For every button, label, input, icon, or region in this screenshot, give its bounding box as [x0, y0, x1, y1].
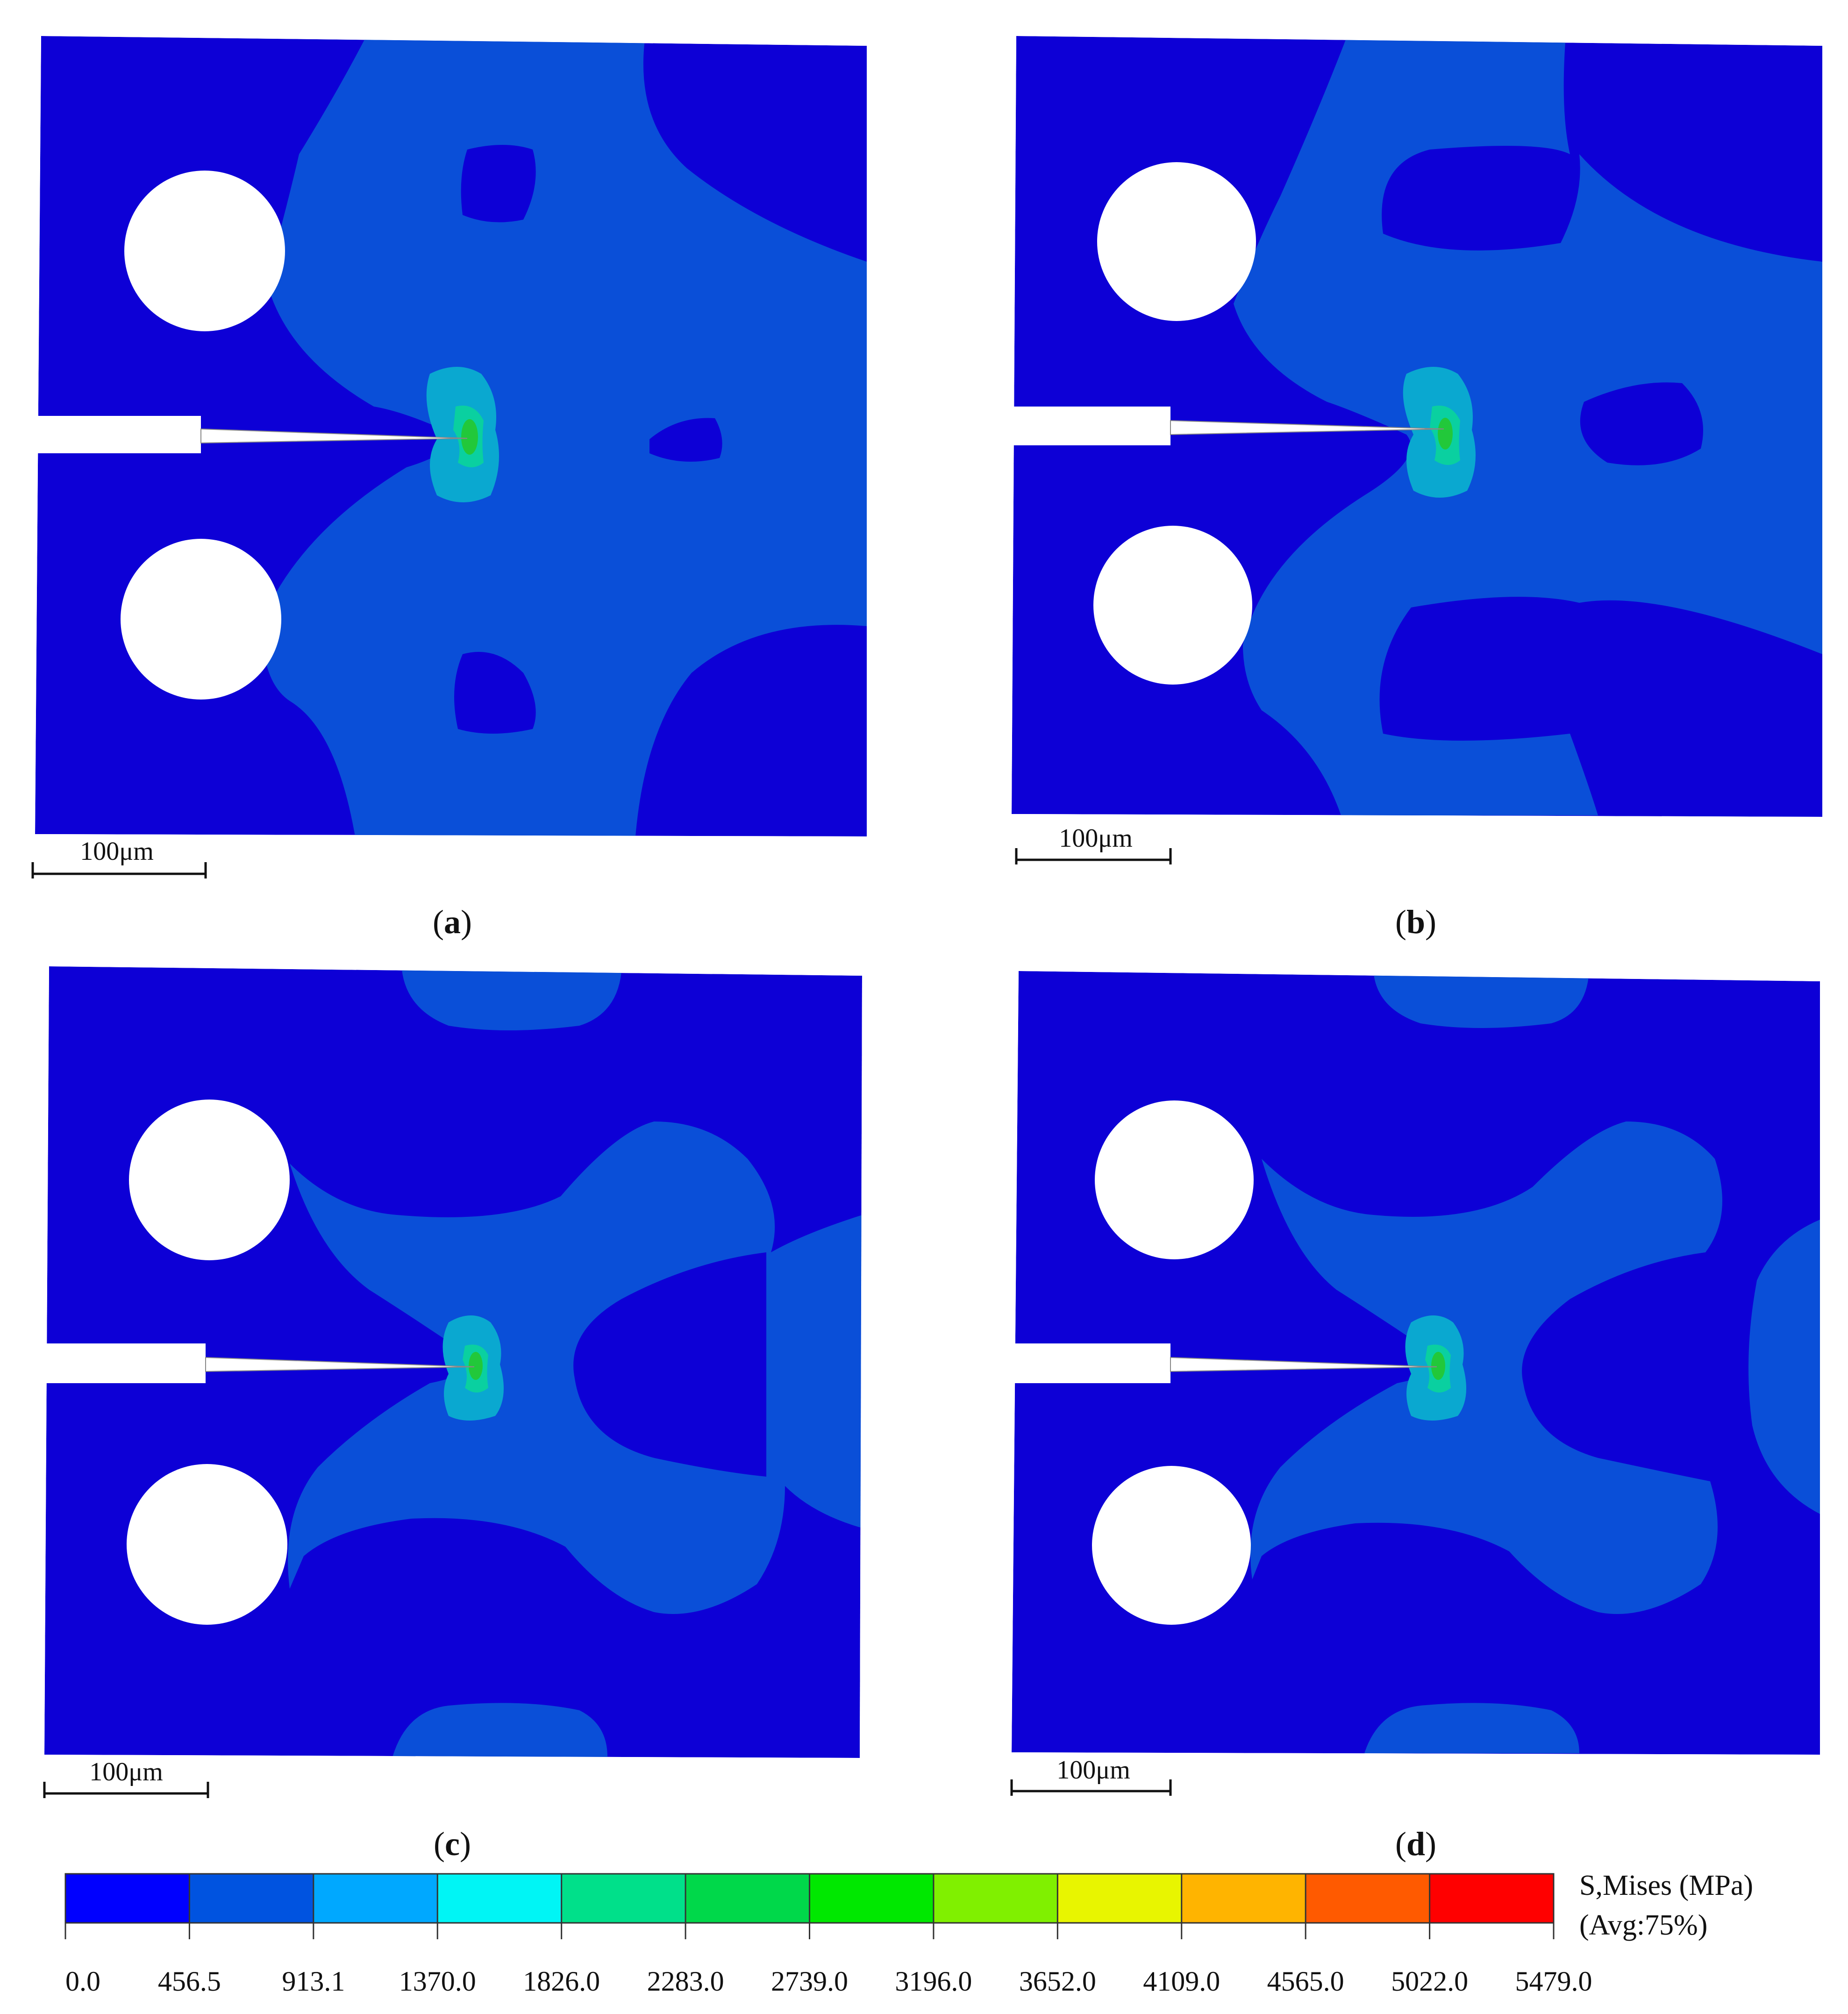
- legend-swatch: [561, 1874, 686, 1923]
- panel-b-hole-bottom: [1093, 526, 1252, 685]
- panel-c-scalebar-label: 100μm: [89, 1757, 163, 1786]
- panel-b-moderate-stress-region: [1234, 40, 1822, 815]
- legend-swatch: [189, 1874, 314, 1923]
- legend-tick-label: 1826.0: [523, 1966, 600, 1997]
- legend-tick-labels: 0.0 456.5 913.1 1370.0 1826.0 2283.0 2739.0 319…: [65, 1966, 1592, 1997]
- legend-tick-marks: [64, 1874, 1555, 1939]
- legend-swatch: [933, 1874, 1058, 1923]
- legend-tick-label: 0.0: [65, 1966, 100, 1997]
- panel-d-caption: (d): [1395, 1825, 1436, 1863]
- legend-tick-label: 456.5: [158, 1966, 221, 1997]
- legend-tick-label: 5022.0: [1391, 1966, 1468, 1997]
- panel-a-low-pocket-bottom: [454, 652, 536, 734]
- panel-d-hole-bottom: [1092, 1466, 1251, 1625]
- panel-d-top-band: [1374, 974, 1589, 1028]
- panel-d-right-band: [1748, 1220, 1820, 1514]
- panel-b-scalebar: 100μm: [1015, 824, 1172, 864]
- panel-a-hole-bottom: [121, 539, 281, 700]
- legend-swatch: [1057, 1874, 1182, 1923]
- panel-a-notch: [32, 416, 201, 453]
- legend-swatch: [1429, 1874, 1554, 1923]
- panel-b-crack-tip-peak: [1438, 418, 1453, 450]
- panel-b: 100μm (b): [1009, 36, 1822, 941]
- legend-tick-label: 4565.0: [1267, 1966, 1344, 1997]
- panel-a-crack-tip-peak: [461, 419, 478, 455]
- panel-a-low-pocket-right: [649, 418, 722, 462]
- panel-b-notch: [1009, 407, 1170, 445]
- legend-swatch: [809, 1874, 934, 1923]
- panel-c-caption: (c): [434, 1825, 471, 1863]
- panel-d: 100μm (d): [1009, 971, 1820, 1863]
- legend-tick-label: 5479.0: [1515, 1966, 1592, 1997]
- panel-b-caption: (b): [1395, 903, 1436, 941]
- panel-c-low-pocket: [573, 1252, 766, 1477]
- panel-a-scalebar-label: 100μm: [80, 837, 154, 866]
- legend-tick-label: 3196.0: [895, 1966, 972, 1997]
- legend-swatch: [313, 1874, 438, 1923]
- panel-c-scalebar: 100μm: [43, 1757, 209, 1798]
- panel-d-crack-tip-peak: [1431, 1352, 1445, 1380]
- panel-a-moderate-stress-region: [262, 40, 867, 836]
- panel-d-moderate-stress-region: [1250, 1121, 1722, 1614]
- legend-title-line2: (Avg:75%): [1579, 1909, 1707, 1941]
- legend-tick-label: 1370.0: [399, 1966, 476, 1997]
- panel-d-bottom-band: [1364, 1703, 1579, 1753]
- legend-swatches: [64, 1873, 1555, 1924]
- legend-tick-label: 2739.0: [771, 1966, 848, 1997]
- panel-c-crack: [205, 1357, 475, 1372]
- panel-c-bottom-band: [392, 1703, 607, 1757]
- legend-tick-label: 913.1: [282, 1966, 345, 1997]
- color-legend: 0.0 456.5 913.1 1370.0 1826.0 2283.0 2739.0 319…: [64, 1870, 1753, 1997]
- panel-a-caption: (a): [433, 903, 472, 941]
- panel-b-low-pocket: [1580, 382, 1703, 465]
- legend-swatch: [685, 1874, 810, 1923]
- panel-a-scalebar: 100μm: [31, 837, 207, 878]
- panel-c-crack-tip-peak: [469, 1352, 483, 1380]
- panel-d-crack: [1170, 1357, 1437, 1372]
- panel-c-notch: [42, 1343, 206, 1383]
- panel-a-hole-top: [124, 171, 285, 331]
- panel-b-hole-top: [1097, 162, 1256, 321]
- panel-b-scalebar-label: 100μm: [1059, 824, 1133, 853]
- panel-a-crack: [200, 428, 468, 444]
- panel-c: 100μm (c): [42, 966, 862, 1863]
- panel-d-notch: [1009, 1343, 1170, 1383]
- panel-c-hole-bottom: [127, 1464, 287, 1625]
- legend-title-line1: S,Mises (MPa): [1579, 1870, 1753, 1901]
- legend-swatch: [65, 1874, 190, 1923]
- legend-tick-label: 3652.0: [1019, 1966, 1096, 1997]
- panel-b-crack: [1170, 420, 1444, 436]
- legend-swatch: [437, 1874, 562, 1923]
- legend-swatch: [1181, 1874, 1306, 1923]
- legend-tick-label: 4109.0: [1143, 1966, 1220, 1997]
- panel-c-hole-top: [129, 1100, 290, 1260]
- panel-d-hole-top: [1095, 1100, 1254, 1259]
- panel-a: 100μm (a): [31, 36, 867, 941]
- legend-tick-label: 2283.0: [647, 1966, 724, 1997]
- panel-c-top-band: [402, 970, 621, 1030]
- legend-swatch: [1306, 1874, 1430, 1923]
- panel-d-scalebar: 100μm: [1010, 1756, 1172, 1796]
- panel-d-scalebar-label: 100μm: [1056, 1756, 1130, 1785]
- panel-a-low-pocket-top: [461, 145, 536, 222]
